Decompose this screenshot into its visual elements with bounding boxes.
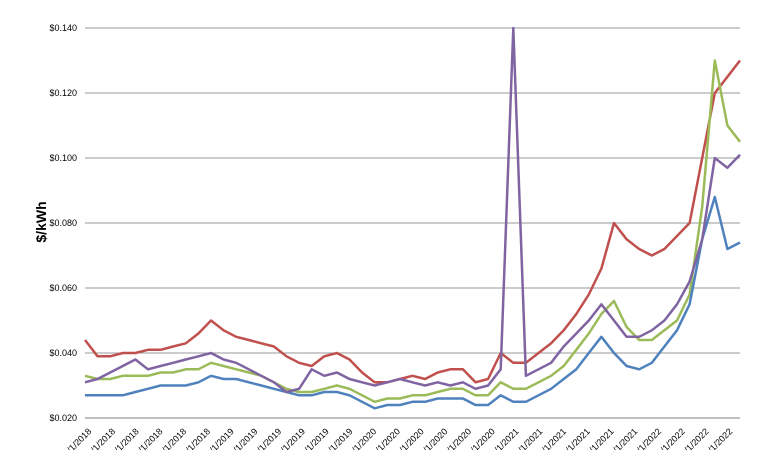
series-line-3 <box>85 195 741 410</box>
series-line-2 <box>84 59 741 404</box>
series-line-1 <box>84 59 741 384</box>
x-axis-ticks: /1/2018/1/2018/1/2018/1/2018/1/2018/1/20… <box>65 426 734 450</box>
y-axis-ticks: $0.020 $0.040 $0.060 $0.080 $0.100 $0.120 $0.1… <box>49 23 77 423</box>
y-tick-label: $0.100 <box>49 153 77 163</box>
y-tick-label: $0.140 <box>49 23 77 33</box>
gridlines <box>85 27 740 419</box>
y-tick-label: $0.120 <box>49 88 77 98</box>
y-tick-label: $0.040 <box>49 348 77 358</box>
x-tick-label: /1/2022 <box>706 426 734 450</box>
y-tick-label: $0.080 <box>49 218 77 228</box>
series-line-4 <box>84 26 741 394</box>
y-tick-label: $0.060 <box>49 283 77 293</box>
series-lines <box>84 26 741 410</box>
y-axis-label: $/kWh <box>33 201 49 242</box>
y-tick-label: $0.020 <box>49 413 77 423</box>
